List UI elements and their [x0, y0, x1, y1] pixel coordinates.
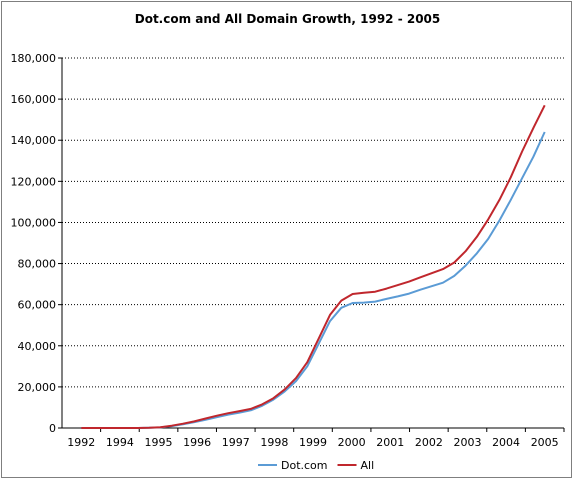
x-tick-label: 1999 — [299, 436, 327, 449]
x-tick-label: 1995 — [145, 436, 173, 449]
x-axis-ticks: 1992 1994 1995 1996 1997 1998 1999 2000 2001 2002… — [67, 428, 565, 449]
y-tick-label: 20,000 — [18, 381, 57, 394]
y-tick-label: 140,000 — [11, 134, 57, 147]
y-tick-label: 60,000 — [18, 299, 57, 312]
y-axis-ticks: 0 20,000 40,000 60,000 80,000 100,000 120,000 1… — [11, 52, 62, 435]
x-tick-label: 2005 — [531, 436, 559, 449]
x-tick-label: 1992 — [67, 436, 95, 449]
x-tick-label: 2000 — [338, 436, 366, 449]
x-tick-label: 1996 — [183, 436, 211, 449]
y-tick-label: 120,000 — [11, 175, 57, 188]
series-lines — [81, 104, 546, 429]
x-tick-label: 2003 — [453, 436, 481, 449]
y-tick-label: 0 — [49, 422, 56, 435]
y-tick-label: 40,000 — [18, 340, 57, 353]
x-tick-label: 1998 — [260, 436, 288, 449]
x-tick-label: 1997 — [222, 436, 250, 449]
legend-label: All — [361, 459, 375, 472]
x-tick-label: 2004 — [492, 436, 520, 449]
x-tick-label: 2002 — [415, 436, 443, 449]
series-line-all — [81, 104, 546, 429]
series-line-dotcom — [81, 131, 546, 429]
y-tick-label: 160,000 — [11, 93, 57, 106]
legend: Dot.com All — [258, 459, 374, 472]
x-tick-label: 2001 — [376, 436, 404, 449]
y-tick-label: 180,000 — [11, 52, 57, 65]
y-tick-label: 80,000 — [18, 258, 57, 271]
x-tick-label: 1994 — [106, 436, 134, 449]
axes — [61, 58, 564, 429]
chart-title: Dot.com and All Domain Growth, 1992 - 20… — [135, 12, 441, 26]
gridlines — [62, 57, 564, 388]
legend-label: Dot.com — [281, 459, 328, 472]
y-tick-label: 100,000 — [11, 216, 57, 229]
